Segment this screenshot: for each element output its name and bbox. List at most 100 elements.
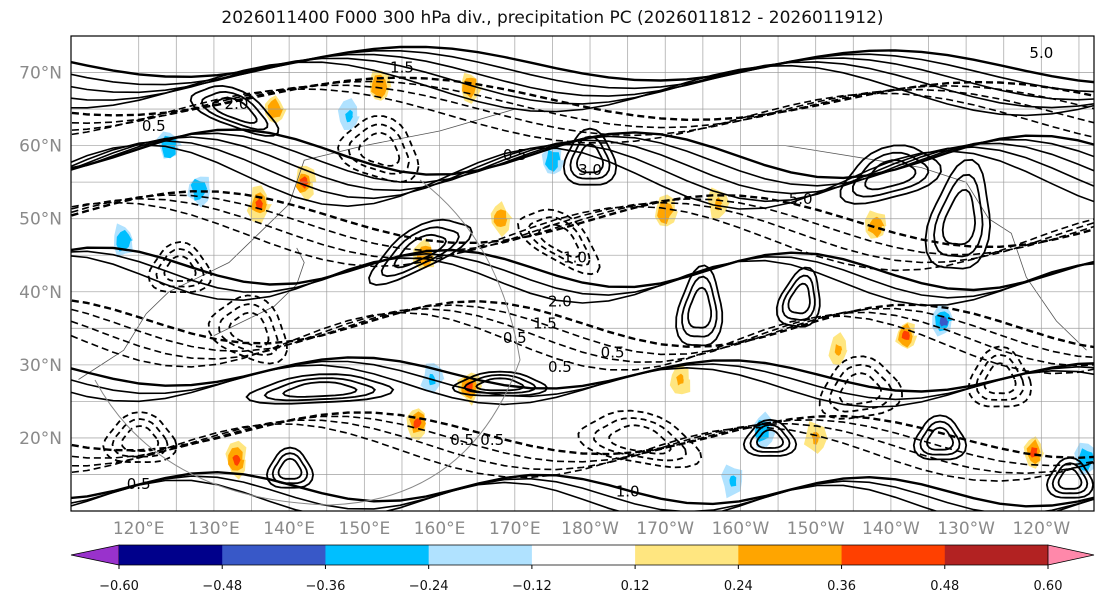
colorbar-bin [531,545,636,565]
latitude-axis: 70°N 60°N 50°N 40°N 30°N 20°N [19,64,62,449]
precip-shade [676,373,684,386]
divergence-cell [277,457,303,480]
colorbar-outline [119,544,1048,566]
colorbar-bin [841,545,946,565]
divergence-cell [475,377,525,392]
colorbar-bin [325,545,430,565]
convergence-contour [71,419,1094,475]
precip-shade [232,454,241,466]
colorbar-tick-label: 0.48 [930,579,959,594]
precip-patch [337,98,360,130]
latitude-tick-label: 50°N [19,210,62,230]
longitude-tick-label: 180°W [561,519,619,539]
convergence-contour [71,88,1094,144]
precip-shade [120,235,129,247]
divergence-cell [265,446,315,489]
contour-label: 2.0 [548,292,572,310]
contour-label: 0.5 [142,117,166,135]
precip-shade [901,330,910,340]
precip-shade [299,176,309,189]
contour-label: 0.5 [601,344,625,362]
divergence-cell [1057,467,1083,490]
longitude-tick-label: 130°E [188,519,240,539]
convergence-cell [120,425,160,452]
divergence-cell [839,144,942,205]
convergence-contour [71,201,1094,272]
reference-arc [94,179,521,506]
plot-area: 5.0 1.5 3.0 5.0 1.0 2.0 1.5 0.5 0.5 0.5 0.5 0.5 1.0 0… [70,35,1095,512]
divergence-cell [864,159,917,191]
precip-patch [295,165,317,202]
colorbar-tick-label: 0.12 [621,579,650,594]
precip-patch [246,185,272,224]
contour-label: 5.0 [789,190,813,208]
colorbar-tick-label: 0.24 [724,579,753,594]
contour-label: 5.0 [1029,44,1053,62]
convergence-cell [155,248,205,288]
convergence-cell [538,223,581,259]
divergence-contour [71,246,1094,292]
colorbar-tick-label: −0.24 [409,579,449,594]
convergence-cell [527,216,591,267]
divergence-cell [681,275,718,338]
plot-frame [70,35,1095,512]
precip-shade [939,315,949,327]
precip-patch [1023,436,1045,469]
convergence-cell [111,418,169,458]
longitude-tick-label: 140°E [263,519,315,539]
convergence-cell [818,355,904,420]
divergence-cell [393,233,447,269]
divergence-cell [851,151,930,198]
colorbar-tick-label: 0.60 [1034,579,1063,594]
map-title: 2026011400 F000 300 hPa div., precipitat… [221,8,884,28]
colorbar-extend-min [70,544,120,566]
divergence-contour [71,250,1094,299]
divergence-contour [71,364,1094,408]
convergence-cell [218,303,279,357]
colorbar: −0.60 −0.48 −0.36 −0.24 −0.12 0.12 0.24 0.36 0.4… [70,544,1095,594]
colorbar-tick-label: −0.60 [99,579,139,594]
precip-patch [369,69,392,101]
divergence-contour [71,143,1094,210]
latitude-tick-label: 40°N [19,283,62,303]
divergence-cell [755,428,785,449]
convergence-contour [71,299,1094,349]
divergence-contour [71,61,1094,117]
divergence-cell [245,373,395,405]
colorbar-tick-label: −0.36 [306,579,346,594]
divergence-cell [200,90,269,131]
precip-patch [225,440,247,480]
longitude-tick-label: 150°W [787,519,845,539]
convergence-contour [71,311,1094,375]
convergence-cell [207,294,289,365]
precip-patch [490,201,513,238]
convergence-cell [608,424,672,455]
convergence-contour [71,307,1094,367]
precip-shade [729,475,737,487]
divergence-contour [71,255,1094,307]
divergence-contour [71,57,1094,109]
convergence-contour [71,80,1094,129]
divergence-cell [271,452,309,485]
convergence-cell [975,353,1025,401]
colorbar-tick-label: −0.48 [202,579,242,594]
divergence-cell [781,274,816,321]
convergence-contour [71,304,1094,359]
divergence-cell [569,135,611,180]
contour-label: 1.0 [563,249,587,267]
contour-label: 1.5 [390,59,414,77]
divergence-contour [71,470,1094,508]
contour-label: 0.5 [548,358,572,376]
convergence-cell [983,362,1017,395]
divergence-contour [71,356,1094,393]
divergence-cell [924,158,992,270]
divergence-contour [71,475,1094,511]
convergence-contour [71,197,1094,264]
longitude-tick-label: 170°W [636,519,694,539]
divergence-cell [775,266,821,328]
divergence-cell [380,226,460,278]
convergence-cell [147,241,213,294]
precip-patch [895,322,918,349]
precip-shade [413,418,422,429]
latitude-tick-label: 30°N [19,356,62,376]
